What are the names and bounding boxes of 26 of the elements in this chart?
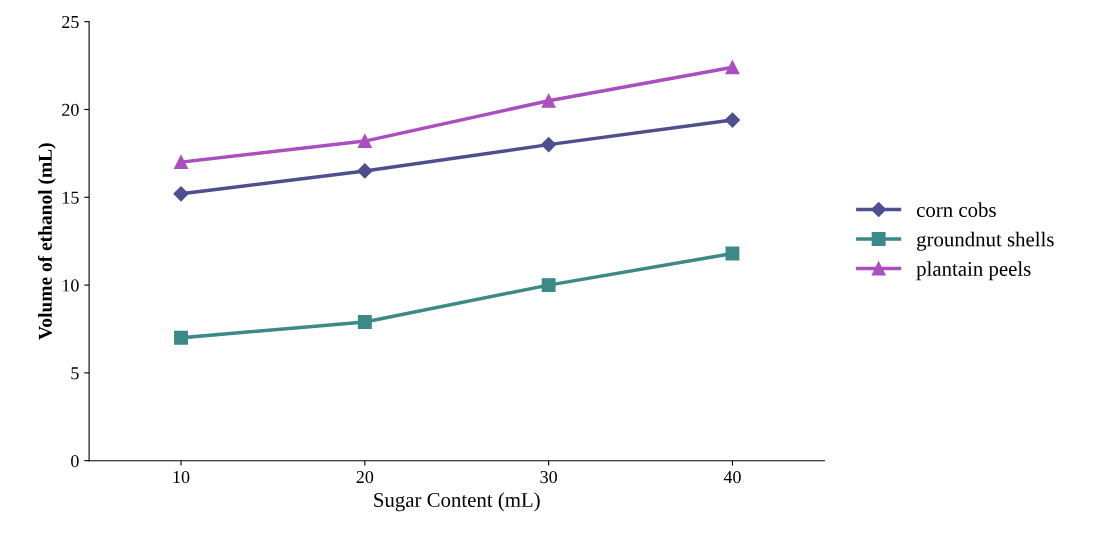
point — [357, 163, 373, 179]
x-axis-title: Sugar Content (mL) — [374, 492, 540, 512]
point — [725, 60, 740, 75]
point — [541, 137, 557, 153]
point — [541, 93, 556, 108]
y-tick-label: 0 — [71, 454, 79, 468]
x-tick-label: 30 — [540, 470, 557, 484]
point — [174, 155, 188, 170]
point — [173, 186, 189, 202]
point — [357, 315, 372, 329]
x-tick-label: 10 — [173, 470, 190, 484]
x-tick-label: 20 — [356, 470, 374, 484]
point — [357, 134, 372, 149]
point — [541, 278, 556, 293]
y-tick-label: 15 — [62, 191, 79, 204]
legend-label: corn cobs — [916, 202, 996, 217]
point — [724, 112, 741, 128]
y-tick-label: 25 — [62, 15, 79, 29]
legend-label: plantain peels — [916, 261, 1031, 281]
y-tick-label: 20 — [62, 103, 79, 116]
legend-label: groundnut shells — [917, 231, 1054, 251]
y-tick-label: 10 — [62, 279, 79, 292]
x-tick-label: 40 — [723, 470, 741, 484]
y-tick-label: 5 — [71, 367, 79, 380]
y-axis-title: Volume of ethanol (mL) — [37, 143, 56, 340]
point — [174, 330, 188, 345]
